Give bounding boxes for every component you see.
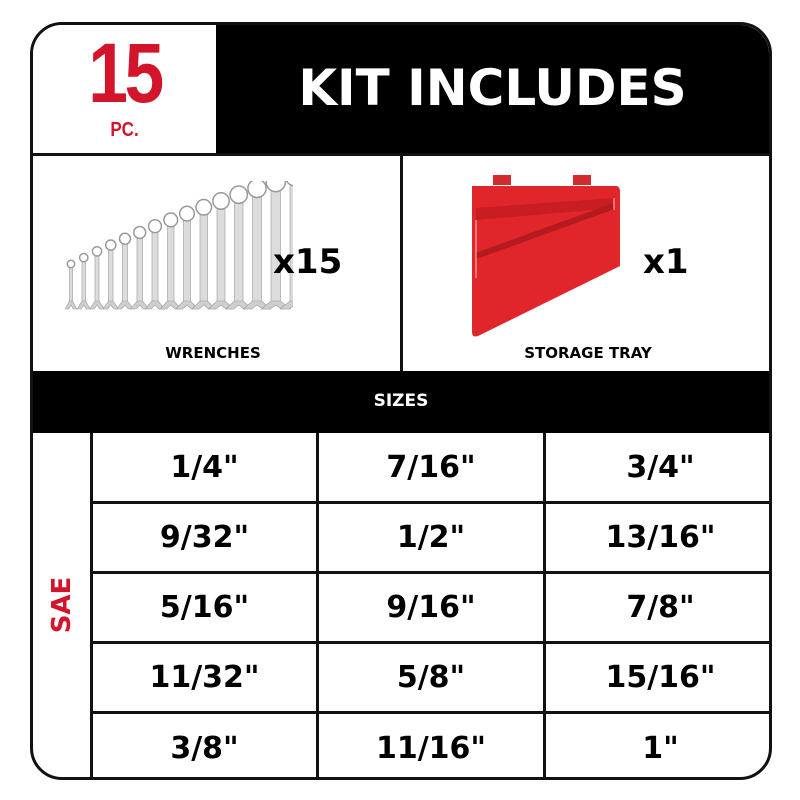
piece-count: 15 bbox=[88, 26, 164, 120]
wrench-icon bbox=[242, 181, 272, 310]
wrench-icon bbox=[89, 246, 105, 310]
wrench-icon bbox=[175, 205, 199, 310]
size-cell: 1" bbox=[543, 711, 769, 777]
size-cell: 9/16" bbox=[316, 571, 543, 641]
size-cell: 13/16" bbox=[543, 501, 769, 571]
sae-label: SAE bbox=[46, 576, 77, 634]
sizes-table: SAE 1/4" 7/16" 3/4" 9/32" 1/2" 13/16" 5/16" 9/1… bbox=[33, 433, 769, 777]
wrench-icon bbox=[159, 212, 182, 310]
piece-count-box: 15 PC. bbox=[33, 25, 216, 153]
wrench-icon bbox=[102, 239, 120, 310]
wrench-icon bbox=[64, 259, 78, 310]
wrenches-quantity: x15 bbox=[273, 242, 343, 282]
size-cell: 5/8" bbox=[316, 641, 543, 711]
sizes-title: SIZES bbox=[373, 391, 429, 411]
size-cell: 3/4" bbox=[543, 433, 769, 501]
size-cell: 7/16" bbox=[316, 433, 543, 501]
wrench-icon bbox=[115, 232, 135, 310]
wrench-icon bbox=[129, 225, 150, 310]
size-cell: 11/16" bbox=[316, 711, 543, 777]
wrench-icon bbox=[207, 192, 235, 310]
tray-quantity: x1 bbox=[643, 242, 689, 282]
size-cell: 5/16" bbox=[90, 571, 316, 641]
page-title: KIT INCLUDES bbox=[298, 59, 687, 117]
wrench-icon bbox=[279, 181, 293, 310]
size-cell: 7/8" bbox=[543, 571, 769, 641]
size-cell: 11/32" bbox=[90, 641, 316, 711]
wrench-icon bbox=[224, 185, 253, 310]
storage-tray-image bbox=[472, 175, 620, 337]
divider bbox=[400, 153, 403, 371]
sizes-bar: SIZES bbox=[33, 371, 769, 433]
wrench-icon bbox=[144, 219, 166, 310]
size-cell: 9/32" bbox=[90, 501, 316, 571]
tray-label: STORAGE TRAY bbox=[524, 344, 652, 362]
wrench-icon bbox=[76, 252, 91, 310]
piece-unit: PC. bbox=[110, 119, 139, 141]
item-storage-tray: x1 STORAGE TRAY bbox=[403, 153, 769, 371]
size-cell: 15/16" bbox=[543, 641, 769, 711]
wrenches-label: WRENCHES bbox=[165, 344, 261, 362]
wrench-set-image bbox=[64, 181, 293, 310]
size-cell: 1/2" bbox=[316, 501, 543, 571]
header-bar: KIT INCLUDES bbox=[216, 25, 769, 153]
measurement-system: SAE bbox=[33, 433, 90, 777]
wrench-icon bbox=[191, 198, 217, 310]
size-cell: 3/8" bbox=[90, 711, 316, 777]
kit-infographic: 15 PC. KIT INCLUDES x15 WRENCHES x1 STOR… bbox=[30, 22, 772, 780]
size-cell: 1/4" bbox=[90, 433, 316, 501]
item-wrenches: x15 WRENCHES bbox=[33, 153, 401, 371]
